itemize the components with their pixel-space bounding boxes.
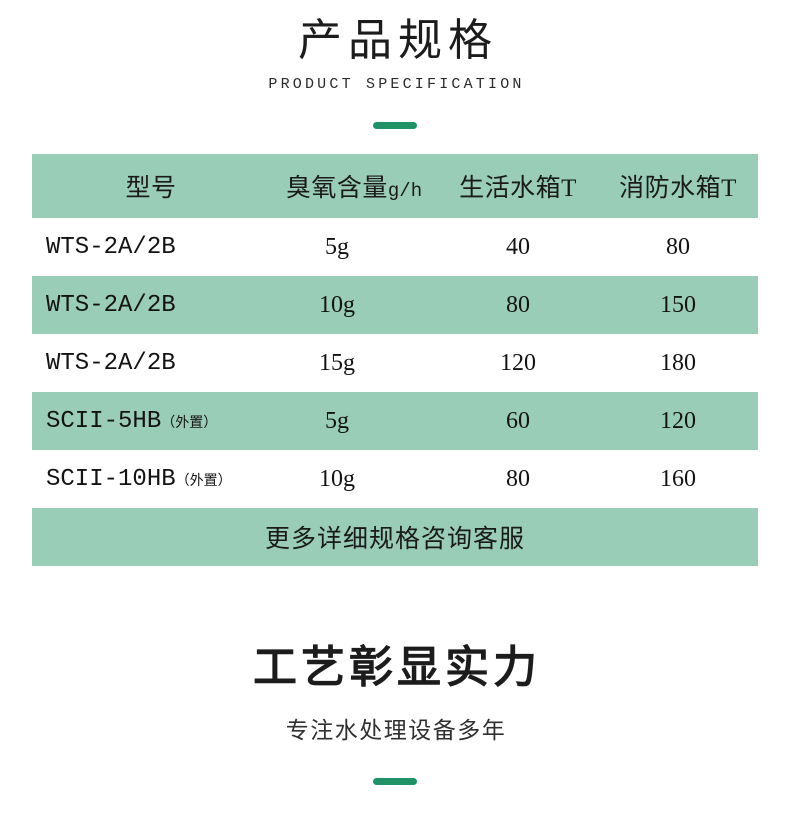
spec-table-head: 型号 臭氧含量g/h 生活水箱T 消防水箱T xyxy=(32,154,758,218)
cell-domestic-tank: 120 xyxy=(500,349,536,376)
cell-ozone: 5g xyxy=(325,407,349,434)
cell-fire-tank: 120 xyxy=(660,407,696,434)
spec-table-foot: 更多详细规格咨询客服 xyxy=(32,508,758,566)
table-row: WTS-2A/2B 15g 120 180 xyxy=(32,334,758,392)
cell-ozone: 15g xyxy=(319,349,355,376)
cell-domestic-tank: 60 xyxy=(506,407,530,434)
title-divider xyxy=(0,122,790,129)
cell-fire-tank: 150 xyxy=(660,291,696,318)
cell-model-note: （外置） xyxy=(175,473,232,489)
cell-model-text: SCII-10HB xyxy=(46,465,176,493)
column-header-ozone: 臭氧含量g/h xyxy=(270,154,438,218)
spec-table-container: 型号 臭氧含量g/h 生活水箱T 消防水箱T WTS-2A/2B 5g 40 80 WT… xyxy=(32,154,758,566)
cell-model-note: （外置） xyxy=(161,415,218,431)
cell-fire-tank: 160 xyxy=(660,465,696,492)
cell-domestic-tank: 40 xyxy=(506,233,530,260)
bottom-title: 工艺彰显实力 xyxy=(253,643,541,692)
cell-model: WTS-2A/2B xyxy=(32,218,270,276)
cell-model-text: WTS-2A/2B xyxy=(46,291,176,319)
column-header-fire-tank-label: 消防水箱T xyxy=(619,175,737,202)
table-row: SCII-5HB（外置） 5g 60 120 xyxy=(32,392,758,450)
table-footnote: 更多详细规格咨询客服 xyxy=(32,508,758,566)
cell-ozone: 5g xyxy=(325,233,349,260)
divider-bar-icon xyxy=(373,122,417,129)
cell-model: SCII-10HB（外置） xyxy=(32,450,270,508)
page-subtitle-en: PRODUCT SPECIFICATION xyxy=(268,76,525,93)
table-header-row: 型号 臭氧含量g/h 生活水箱T 消防水箱T xyxy=(32,154,758,218)
column-header-domestic-tank: 生活水箱T xyxy=(438,154,598,218)
cell-fire-tank: 180 xyxy=(660,349,696,376)
cell-model: WTS-2A/2B xyxy=(32,276,270,334)
table-row: WTS-2A/2B 10g 80 150 xyxy=(32,276,758,334)
spec-table-body: WTS-2A/2B 5g 40 80 WTS-2A/2B 10g 80 150 WTS-2A/2… xyxy=(32,218,758,508)
bottom-divider xyxy=(0,778,790,785)
bottom-subtitle: 专注水处理设备多年 xyxy=(285,718,507,743)
column-header-domestic-tank-label: 生活水箱T xyxy=(459,175,577,202)
cell-model-text: SCII-5HB xyxy=(46,407,162,435)
cell-model: SCII-5HB（外置） xyxy=(32,392,270,450)
table-row: SCII-10HB（外置） 10g 80 160 xyxy=(32,450,758,508)
cell-ozone: 10g xyxy=(319,465,355,492)
bottom-section: 工艺彰显实力 专注水处理设备多年 xyxy=(0,642,790,785)
column-header-model-label: 型号 xyxy=(125,175,177,202)
table-footnote-row: 更多详细规格咨询客服 xyxy=(32,508,758,566)
column-header-ozone-unit: g/h xyxy=(387,180,423,202)
cell-ozone: 10g xyxy=(319,291,355,318)
column-header-ozone-label: 臭氧含量 xyxy=(285,175,388,202)
column-header-fire-tank: 消防水箱T xyxy=(598,154,758,218)
cell-model: WTS-2A/2B xyxy=(32,334,270,392)
section-header: 产品规格 PRODUCT SPECIFICATION xyxy=(0,0,790,129)
spec-table: 型号 臭氧含量g/h 生活水箱T 消防水箱T WTS-2A/2B 5g 40 80 WT… xyxy=(32,154,758,566)
page-title: 产品规格 xyxy=(298,16,498,65)
cell-model-text: WTS-2A/2B xyxy=(46,233,176,261)
cell-fire-tank: 80 xyxy=(666,233,690,260)
column-header-model: 型号 xyxy=(32,154,270,218)
cell-domestic-tank: 80 xyxy=(506,291,530,318)
divider-bar-icon xyxy=(373,778,417,785)
cell-domestic-tank: 80 xyxy=(506,465,530,492)
cell-model-text: WTS-2A/2B xyxy=(46,349,176,377)
table-row: WTS-2A/2B 5g 40 80 xyxy=(32,218,758,276)
